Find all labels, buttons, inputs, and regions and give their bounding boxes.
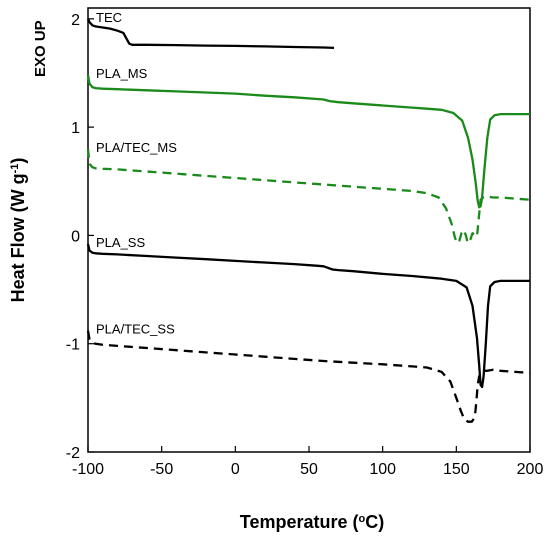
series-label-tec: TEC [96,10,122,25]
x-axis-title-main: Temperature ( [240,512,359,532]
series-line-tec [86,18,335,50]
x-tick-label: 50 [300,461,318,478]
series-line-pla-ms [86,74,530,209]
x-tick-label: 0 [231,461,240,478]
series-line-pla-ss [86,243,530,389]
y-axis-title: Heat Flow (W g-1) [8,158,28,303]
series-line-pla-tec-ss [86,330,531,423]
plot-frame [87,7,531,453]
x-axis-title-end: C) [365,512,384,532]
series-layer [86,18,531,423]
x-tick-label: 150 [443,461,470,478]
x-tick-label: 200 [517,461,544,478]
y-tick-label: -2 [66,445,80,462]
y-axis-title-main: Heat Flow (W g [8,173,28,302]
x-tick-label: 100 [369,461,396,478]
y-axis-title-sup: -1 [9,164,21,174]
y-axis-title-end: ) [8,158,28,164]
x-tick-label: -50 [150,461,173,478]
x-axis-title: Temperature (oC) [240,512,384,532]
y-tick-label: 0 [71,228,80,245]
y-axis-ticks: -2 -1 0 1 2 [66,12,94,462]
series-label-pla-ss: PLA_SS [96,235,145,250]
x-axis-ticks: -100 -50 0 50 100 150 200 [72,446,543,478]
series-label-pla-tec-ss: PLA/TEC_SS [96,322,175,337]
y-tick-label: 2 [71,12,80,29]
y-tick-label: -1 [66,337,80,354]
series-labels: TEC PLA_MS PLA/TEC_MS PLA_SS PLA/TEC_SS [96,10,177,337]
x-tick-label: -100 [72,461,104,478]
series-label-pla-ms: PLA_MS [96,66,148,81]
y-tick-label: 1 [71,120,80,137]
series-line-pla-tec-ms [86,148,531,245]
x-axis-title-degree: o [358,513,365,525]
exo-up-annotation: EXO UP [32,20,49,77]
series-label-pla-tec-ms: PLA/TEC_MS [96,140,177,155]
